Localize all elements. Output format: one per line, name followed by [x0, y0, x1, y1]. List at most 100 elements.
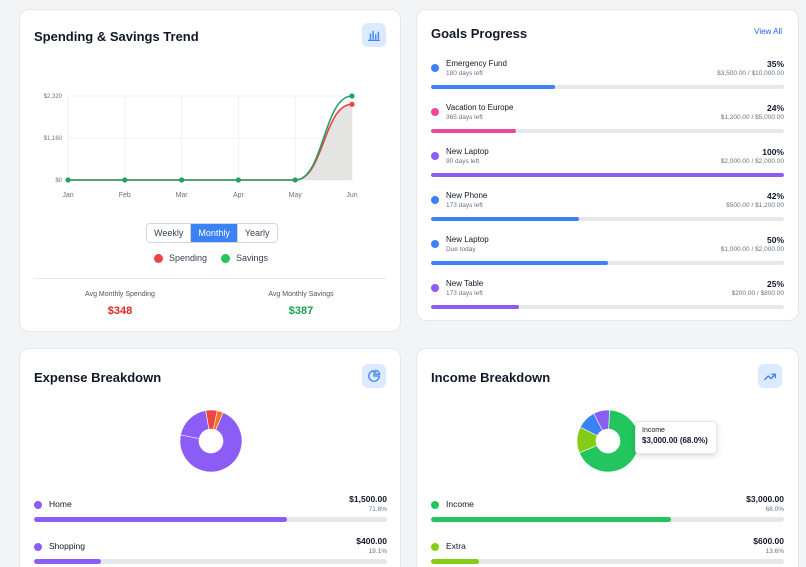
goal-item[interactable]: New Table 173 days left 25% $200.00 / $800.… [431, 278, 784, 314]
trend-chart: $0 $1,160 $2,320 Jan Feb Mar Apr May Jun [44, 93, 358, 199]
tooltip-label: Income [642, 427, 665, 434]
savings-dot [221, 253, 230, 263]
x-tick-label: Jan [62, 192, 73, 199]
avg-spending-label: Avg Monthly Spending [85, 291, 155, 298]
income-row-name: Income [446, 499, 474, 509]
goal-progress-fill [431, 217, 580, 221]
expense-row[interactable]: Home $1,500.00 71.8% [34, 494, 387, 533]
savings-point[interactable] [179, 177, 185, 183]
expense-breakdown-card: Expense Breakdown Home $1,500.00 71.8% Shop… [19, 348, 401, 567]
goal-item[interactable]: Vacation to Europe 365 days left 24% $1,200… [431, 102, 784, 138]
income-donut-chart [576, 409, 640, 473]
period-monthly[interactable]: Monthly [191, 224, 238, 242]
goal-item[interactable]: New Phone 173 days left 42% $500.00 / $1,20… [431, 190, 784, 226]
goal-progress-fill [431, 173, 784, 177]
savings-point[interactable] [349, 93, 355, 99]
goal-item[interactable]: New Laptop 90 days left 100% $2,000.00 / $2… [431, 146, 784, 182]
goal-name: New Table [446, 279, 484, 288]
legend-savings: Savings [221, 253, 268, 263]
goal-percent: 50% [766, 235, 784, 245]
goal-amount: $1,200.00 / $5,000.00 [720, 114, 784, 121]
goal-percent: 25% [766, 279, 784, 289]
income-row-percent: 68.0% [765, 506, 784, 513]
goal-progress-fill [431, 85, 555, 89]
trending-up-icon[interactable] [758, 364, 782, 388]
period-yearly[interactable]: Yearly [237, 224, 277, 242]
spending-area [68, 104, 352, 180]
savings-point[interactable] [292, 177, 298, 183]
period-selector: Weekly Monthly Yearly [146, 223, 278, 243]
expense-row-amount: $400.00 [356, 536, 387, 546]
x-tick-label: May [289, 192, 303, 199]
goal-item[interactable]: Emergency Fund 180 days left 35% $3,500.00 … [431, 58, 784, 94]
income-row[interactable]: Extra $600.00 13.6% [431, 536, 784, 567]
income-row-dot [431, 501, 439, 509]
expense-row[interactable]: Shopping $400.00 19.1% [34, 536, 387, 567]
donut-slice[interactable] [593, 409, 610, 431]
period-weekly[interactable]: Weekly [147, 224, 192, 242]
x-tick-label: Mar [176, 192, 189, 199]
y-tick-label: $0 [55, 178, 62, 184]
goal-progress-fill [431, 129, 516, 133]
savings-point[interactable] [122, 177, 128, 183]
goal-amount: $500.00 / $1,200.00 [726, 202, 784, 209]
expense-donut-chart [179, 409, 243, 473]
goal-days-left: Due today [446, 246, 476, 253]
income-row-fill [431, 517, 672, 522]
pie-chart-icon[interactable] [362, 364, 386, 388]
goal-item[interactable]: New Laptop Due today 50% $1,000.00 / $2,000… [431, 234, 784, 270]
income-row-percent: 13.6% [765, 548, 784, 555]
goal-dot [431, 152, 439, 160]
goal-dot [431, 64, 439, 72]
goal-dot [431, 284, 439, 292]
goal-name: New Laptop [446, 147, 489, 156]
income-row-dot [431, 543, 439, 551]
goal-dot [431, 196, 439, 204]
goal-amount: $2,000.00 / $2,000.00 [720, 158, 784, 165]
x-tick-label: Apr [233, 192, 245, 199]
goal-progress-track [431, 261, 784, 265]
y-tick-label: $2,320 [44, 94, 63, 100]
expense-row-percent: 71.8% [368, 506, 387, 513]
savings-point[interactable] [235, 177, 241, 183]
legend-spending: Spending [154, 253, 207, 263]
avg-savings-label: Avg Monthly Savings [268, 291, 334, 298]
trend-title: Spending & Savings Trend [34, 29, 199, 44]
goal-amount: $200.00 / $800.00 [731, 290, 784, 297]
expense-row-fill [34, 559, 102, 564]
goal-days-left: 180 days left [446, 70, 483, 77]
goal-name: Emergency Fund [446, 59, 507, 68]
legend-savings-label: Savings [236, 253, 269, 263]
goal-days-left: 365 days left [446, 114, 483, 121]
x-tick-label: Feb [119, 192, 131, 199]
view-all-link[interactable]: View All [754, 27, 782, 36]
bar-chart-icon[interactable] [362, 23, 386, 47]
savings-point[interactable] [65, 177, 71, 183]
avg-savings-value: $387 [288, 305, 314, 317]
legend-spending-label: Spending [169, 253, 208, 263]
goal-days-left: 173 days left [446, 290, 483, 297]
goal-amount: $3,500.00 / $10,000.00 [717, 70, 784, 77]
income-row-fill [431, 559, 479, 564]
donut-slice[interactable] [213, 410, 224, 431]
spending-point[interactable] [349, 101, 355, 107]
income-row-amount: $600.00 [753, 536, 784, 546]
goal-name: New Phone [446, 191, 488, 200]
y-tick-label: $1,160 [44, 136, 63, 142]
expense-row-track [34, 559, 387, 564]
goal-percent: 35% [766, 59, 784, 69]
goals-progress-card: Goals Progress View All Emergency Fund 18… [416, 9, 799, 321]
expense-row-percent: 19.1% [368, 548, 387, 555]
goal-progress-track [431, 85, 784, 89]
expense-row-dot [34, 501, 42, 509]
goal-dot [431, 108, 439, 116]
donut-slice[interactable] [179, 412, 243, 473]
goal-progress-fill [431, 261, 608, 265]
goal-progress-track [431, 305, 784, 309]
donut-slice[interactable] [180, 410, 210, 439]
income-row[interactable]: Income $3,000.00 68.0% [431, 494, 784, 533]
goal-name: Vacation to Europe [446, 103, 514, 112]
goal-dot [431, 240, 439, 248]
spending-line [68, 103, 353, 181]
goals-title: Goals Progress [431, 26, 528, 41]
